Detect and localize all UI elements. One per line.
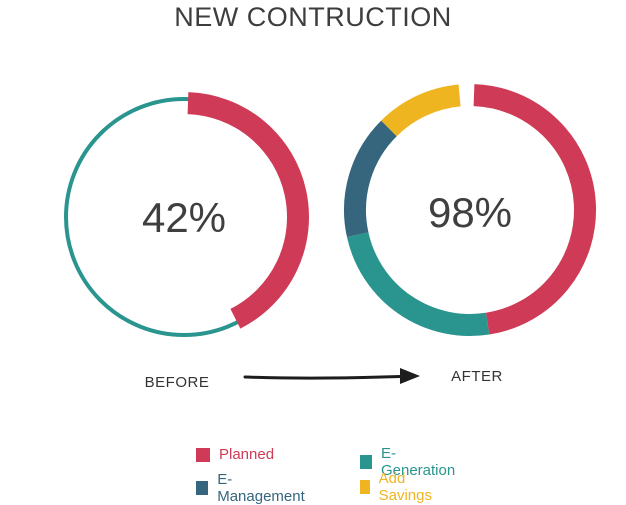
before-label: BEFORE [145,374,210,391]
legend-swatch-planned [196,447,210,462]
donut-segment-after-add-savings [381,84,461,137]
after-label: AFTER [451,368,503,385]
legend-label-add-savings: Add Savings [378,470,432,504]
before-center-value: 42% [142,194,226,241]
donut-segment-after-e-generation [346,232,490,336]
legend-item-add-savings: Add Savings [360,470,436,504]
after-center-value: 98% [428,189,512,236]
legend-swatch-add-savings [360,480,370,494]
donut-after [344,84,596,336]
donut-segment-after-e-management [344,120,397,238]
donut-before [64,92,309,337]
donut-segment-before-planned [187,92,309,329]
legend-swatch-e-management [196,481,209,495]
legend-swatch-e-generation [360,455,372,469]
legend-item-e-generation: E-Generation [360,445,457,479]
donut-segment-after-planned [473,84,596,335]
legend-item-planned: Planned [196,446,274,463]
chart-title: NEW CONTRUCTION [174,2,452,32]
arrow [243,368,420,384]
legend-label-planned: Planned [219,446,275,463]
legend-label-e-generation: E-Generation [380,445,456,479]
